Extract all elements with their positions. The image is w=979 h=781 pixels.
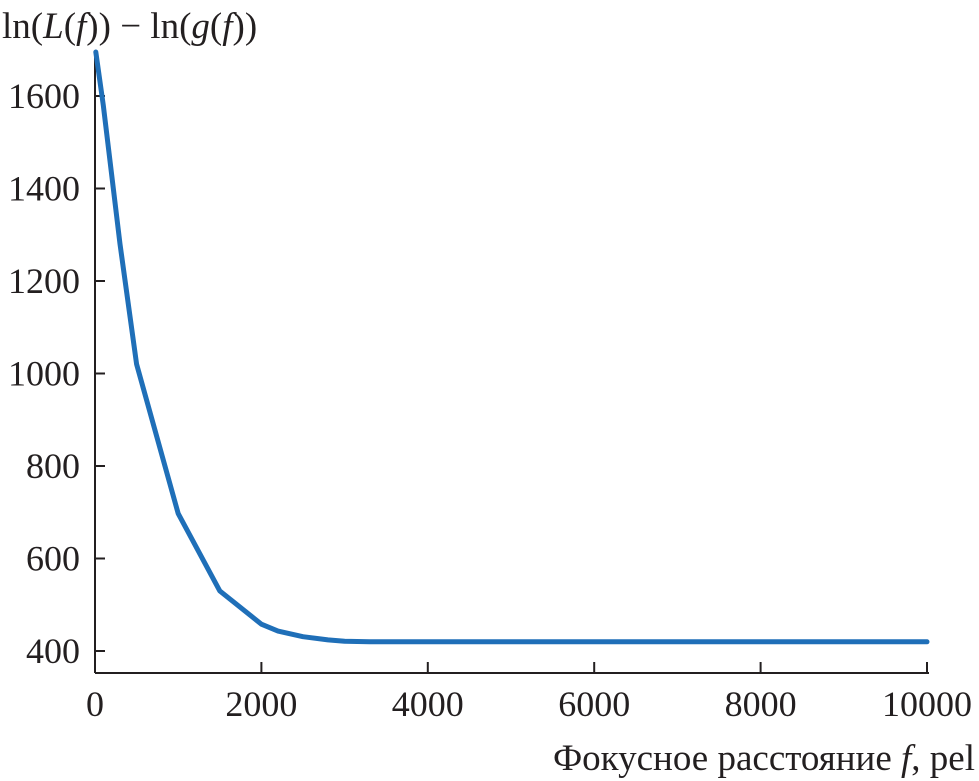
x-tick-label: 8000: [725, 684, 797, 724]
x-tick-label: 4000: [392, 684, 464, 724]
y-tick-label: 1400: [8, 169, 80, 209]
x-tick-label: 6000: [558, 684, 630, 724]
x-tick-label: 10000: [882, 684, 972, 724]
x-ticks: 0 2000 4000 6000 8000 10000: [86, 662, 972, 724]
y-tick-label: 1200: [8, 261, 80, 301]
series-group: [93, 49, 930, 645]
y-tick-label: 600: [26, 539, 80, 579]
y-tick-label: 1600: [8, 76, 80, 116]
y-axis-label: ln(L(f)) − ln(g(f)): [2, 6, 257, 47]
x-axis-label: Фокусное расстояние f, pel: [553, 738, 975, 779]
y-ticks: 400 600 800 1000 1200 1400 1600: [8, 76, 105, 671]
y-tick-label: 1000: [8, 354, 80, 394]
y-tick-label: 800: [26, 446, 80, 486]
y-tick-label: 400: [26, 631, 80, 671]
x-tick-label: 2000: [225, 684, 297, 724]
series-line: [93, 49, 930, 645]
x-tick-label: 0: [86, 684, 104, 724]
